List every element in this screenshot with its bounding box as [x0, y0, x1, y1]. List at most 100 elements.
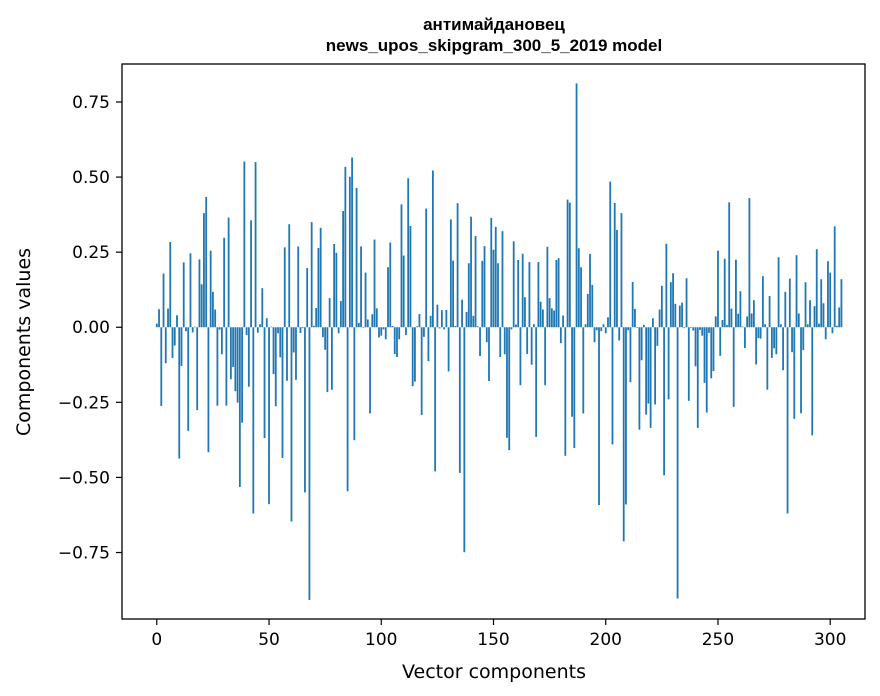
bar: [263, 327, 266, 439]
bar: [355, 187, 358, 328]
bar: [315, 308, 318, 328]
bar: [378, 327, 380, 338]
bar: [160, 327, 163, 406]
bar: [824, 327, 827, 340]
bars-group: [155, 83, 843, 600]
x-axis-ticks: 0 50 100 150 200 250 300: [151, 619, 846, 650]
bar: [449, 219, 452, 328]
bar: [782, 327, 784, 371]
bar: [270, 326, 273, 328]
bar: [544, 327, 547, 386]
bar: [402, 255, 405, 328]
bar: [602, 324, 605, 328]
bar: [568, 202, 571, 328]
bar: [429, 315, 432, 328]
bar: [445, 309, 448, 328]
bar: [155, 323, 158, 328]
x-tick-label: 200: [590, 630, 622, 650]
bar: [297, 246, 300, 328]
bar: [265, 318, 268, 328]
bar: [654, 327, 657, 405]
bar: [770, 327, 773, 358]
bar: [295, 327, 297, 380]
bar: [348, 176, 351, 328]
bar: [499, 327, 502, 357]
bar: [616, 229, 618, 328]
bar: [708, 327, 710, 333]
bar: [400, 204, 403, 328]
bar: [194, 326, 196, 328]
bar: [214, 309, 217, 328]
bar: [638, 327, 641, 430]
bar: [310, 222, 313, 328]
bar: [759, 327, 762, 339]
bar: [196, 327, 199, 411]
bar: [259, 324, 261, 328]
bar: [804, 282, 807, 328]
bar: [818, 323, 820, 328]
bar: [586, 293, 589, 328]
bar: [553, 310, 556, 328]
bar: [330, 327, 333, 390]
bar: [371, 314, 374, 328]
bar: [398, 327, 401, 340]
bar: [836, 325, 838, 328]
bar: [483, 246, 486, 328]
bar: [476, 326, 479, 328]
bar: [631, 281, 634, 328]
bar: [802, 327, 805, 351]
bar: [797, 313, 800, 328]
bar: [627, 327, 630, 331]
bar: [593, 327, 596, 343]
bar: [589, 253, 591, 328]
bar: [658, 309, 661, 328]
bar: [647, 327, 650, 404]
bar: [306, 268, 309, 328]
bar: [726, 325, 728, 328]
bar: [690, 327, 692, 328]
bar: [703, 327, 706, 383]
y-tick-label: 0.25: [72, 243, 110, 263]
bar: [458, 327, 461, 473]
bar: [539, 301, 542, 328]
bar: [503, 327, 506, 355]
bar: [557, 258, 560, 328]
bar: [274, 327, 277, 407]
bar: [205, 196, 208, 328]
bar: [822, 303, 825, 328]
bar: [301, 327, 304, 329]
bar: [299, 327, 302, 333]
bar: [764, 324, 767, 328]
bar: [272, 327, 275, 375]
bar: [815, 249, 818, 328]
bar: [391, 326, 394, 328]
y-tick-label: −0.75: [58, 544, 110, 564]
bar: [629, 327, 632, 383]
bar: [189, 253, 192, 328]
bar: [200, 284, 203, 328]
y-tick-label: −0.50: [58, 468, 110, 488]
bar: [643, 324, 645, 328]
x-tick-label: 0: [151, 630, 162, 650]
bar: [813, 306, 816, 328]
bar: [447, 327, 450, 372]
bar: [779, 324, 782, 328]
bar: [564, 327, 567, 456]
bar: [775, 327, 778, 355]
bar: [173, 327, 176, 346]
bar: [533, 324, 535, 328]
bar: [396, 327, 398, 357]
bar: [328, 298, 331, 328]
bar: [414, 327, 416, 382]
bar: [613, 202, 616, 328]
bar: [685, 278, 688, 328]
bar: [577, 248, 580, 328]
bar: [524, 297, 526, 328]
bar: [281, 327, 284, 458]
bar: [517, 259, 520, 328]
bar: [162, 273, 165, 328]
bar: [234, 327, 237, 392]
bar: [362, 326, 365, 328]
bar: [411, 327, 414, 387]
bar: [696, 327, 699, 428]
